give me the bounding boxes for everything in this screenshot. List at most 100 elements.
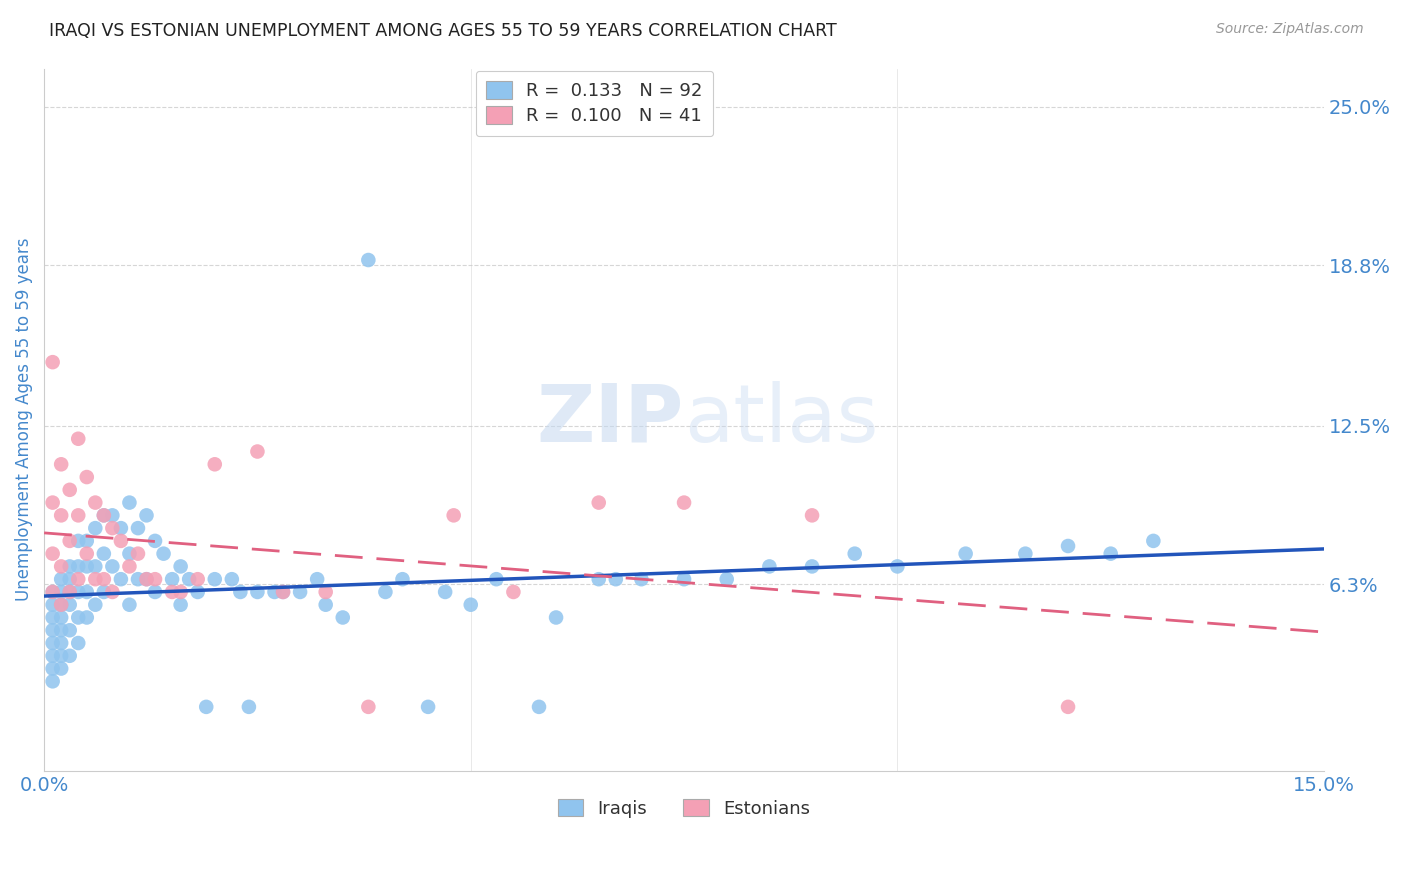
Point: [758, 559, 780, 574]
Point: [110, 533, 132, 548]
Point: [204, 458, 226, 472]
Point: [51, 598, 73, 612]
Point: [101, 559, 124, 574]
Point: [443, 508, 465, 523]
Point: [332, 610, 354, 624]
Point: [51, 610, 73, 624]
Point: [59, 559, 82, 574]
Point: [169, 585, 191, 599]
Point: [93, 585, 115, 599]
Point: [229, 585, 252, 599]
Point: [434, 585, 457, 599]
Point: [41, 636, 63, 650]
Point: [271, 585, 294, 599]
Point: [1142, 533, 1164, 548]
Point: [143, 585, 166, 599]
Point: [1099, 547, 1122, 561]
Point: [59, 585, 82, 599]
Point: [204, 572, 226, 586]
Point: [588, 572, 610, 586]
Point: [67, 636, 90, 650]
Point: [1057, 539, 1080, 553]
Point: [59, 572, 82, 586]
Point: [135, 572, 157, 586]
Point: [101, 508, 124, 523]
Point: [187, 572, 209, 586]
Point: [93, 547, 115, 561]
Point: [93, 508, 115, 523]
Point: [41, 624, 63, 638]
Point: [76, 585, 98, 599]
Point: [51, 585, 73, 599]
Point: [391, 572, 413, 586]
Point: [544, 610, 567, 624]
Point: [195, 699, 218, 714]
Point: [67, 585, 90, 599]
Point: [886, 559, 908, 574]
Text: atlas: atlas: [685, 381, 879, 458]
Point: [187, 585, 209, 599]
Point: [84, 559, 107, 574]
Point: [41, 495, 63, 509]
Point: [127, 521, 149, 535]
Point: [76, 610, 98, 624]
Point: [160, 585, 183, 599]
Point: [59, 533, 82, 548]
Point: [605, 572, 627, 586]
Point: [93, 572, 115, 586]
Point: [41, 585, 63, 599]
Point: [67, 559, 90, 574]
Point: [135, 572, 157, 586]
Point: [110, 521, 132, 535]
Point: [135, 508, 157, 523]
Point: [118, 559, 141, 574]
Point: [51, 648, 73, 663]
Point: [51, 508, 73, 523]
Point: [374, 585, 396, 599]
Point: [101, 585, 124, 599]
Point: [502, 585, 524, 599]
Point: [76, 547, 98, 561]
Point: [41, 598, 63, 612]
Point: [271, 585, 294, 599]
Point: [59, 624, 82, 638]
Point: [485, 572, 508, 586]
Point: [246, 444, 269, 458]
Point: [76, 470, 98, 484]
Point: [263, 585, 285, 599]
Point: [143, 533, 166, 548]
Point: [527, 699, 550, 714]
Point: [51, 662, 73, 676]
Point: [315, 585, 337, 599]
Point: [59, 585, 82, 599]
Point: [51, 598, 73, 612]
Point: [51, 458, 73, 472]
Point: [67, 533, 90, 548]
Text: Source: ZipAtlas.com: Source: ZipAtlas.com: [1216, 22, 1364, 37]
Point: [118, 547, 141, 561]
Point: [118, 598, 141, 612]
Point: [84, 521, 107, 535]
Point: [67, 572, 90, 586]
Point: [41, 547, 63, 561]
Point: [67, 508, 90, 523]
Point: [59, 483, 82, 497]
Point: [460, 598, 482, 612]
Point: [127, 572, 149, 586]
Point: [315, 598, 337, 612]
Point: [84, 598, 107, 612]
Point: [673, 495, 696, 509]
Point: [67, 610, 90, 624]
Point: [51, 624, 73, 638]
Point: [238, 699, 260, 714]
Point: [76, 533, 98, 548]
Point: [844, 547, 866, 561]
Point: [59, 598, 82, 612]
Y-axis label: Unemployment Among Ages 55 to 59 years: Unemployment Among Ages 55 to 59 years: [15, 238, 32, 601]
Point: [152, 547, 174, 561]
Point: [416, 699, 439, 714]
Point: [84, 572, 107, 586]
Point: [307, 572, 329, 586]
Point: [1057, 699, 1080, 714]
Legend: Iraqis, Estonians: Iraqis, Estonians: [551, 791, 817, 825]
